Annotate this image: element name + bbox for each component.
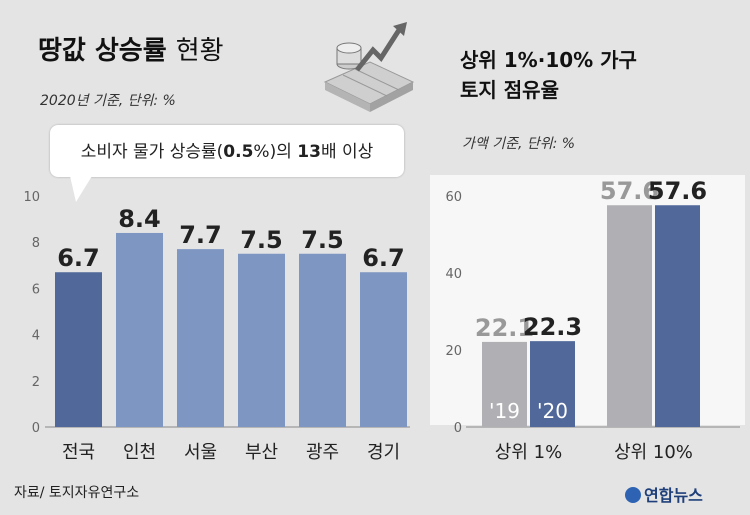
callout-text: 소비자 물가 상승률(0.5%)의 13배 이상: [80, 142, 374, 162]
x-tick-label: 상위 10%: [614, 442, 693, 463]
y-tick-label: 8: [32, 236, 40, 251]
y-tick-label: 60: [445, 190, 462, 205]
bar: [238, 253, 285, 427]
x-tick-label: 서울: [184, 442, 217, 463]
bar: [55, 272, 102, 427]
bar-value-label: 7.5: [240, 226, 283, 254]
yonhap-logo: 연합뉴스: [625, 482, 703, 506]
callout-box: 소비자 물가 상승률(0.5%)의 13배 이상: [50, 125, 404, 177]
left-title: 땅값 상승률 현황: [38, 36, 224, 66]
y-tick-label: 4: [32, 329, 40, 344]
bar-value-label: 6.7: [57, 244, 100, 272]
logo-mark-icon: [625, 487, 641, 503]
land-share-chart: 0 20 40 60 22.1 '19 22.3 '20 상위 1% 57.657.6 상위 10%: [445, 177, 740, 463]
callout-pointer: [70, 176, 92, 202]
bar-value-label: 8.4: [118, 205, 161, 233]
bar-value-label: 6.7: [362, 244, 405, 272]
x-tick-label: 광주: [306, 442, 339, 463]
bar: [116, 232, 163, 427]
source-note: 자료/ 토지자유연구소: [14, 485, 140, 501]
right-subtitle: 가액 기준, 단위: %: [462, 136, 576, 152]
bar: [360, 272, 407, 427]
bar-value-label: 22.1: [475, 314, 534, 342]
bar-value-label: 57.6: [600, 177, 659, 205]
x-tick-label: 상위 1%: [495, 442, 562, 463]
bar: [530, 341, 575, 427]
land-price-chart: 0 2 4 6 8 10 6.7 전국 8.4 인천 7.7 서울 7.5 부산 7.5 광주 6.7 경기: [23, 190, 410, 463]
y-tick-label: 6: [32, 282, 40, 297]
y-tick-label: 10: [23, 190, 40, 205]
bar: [482, 341, 527, 427]
x-tick-label: 인천: [123, 442, 156, 463]
y-tick-label: 0: [454, 421, 462, 436]
bar-value-label: 7.5: [301, 226, 344, 254]
x-tick-label: 경기: [367, 442, 400, 463]
year-label: '19: [489, 399, 520, 423]
y-tick-label: 40: [445, 267, 462, 282]
bar: [607, 205, 652, 427]
bar-value-label: 57.6: [648, 177, 707, 205]
left-subtitle: 2020년 기준, 단위: %: [40, 93, 176, 109]
bar: [299, 253, 346, 427]
land-growth-icon: [323, 22, 415, 112]
bar-value-label: 22.3: [523, 313, 582, 341]
bar: [177, 249, 224, 427]
right-title: 상위 1%·10% 가구 토지 점유율: [460, 48, 637, 102]
year-label: '20: [537, 399, 568, 423]
bar: [655, 205, 700, 427]
y-tick-label: 0: [32, 421, 40, 436]
x-tick-label: 부산: [245, 442, 278, 463]
y-tick-label: 20: [445, 344, 462, 359]
y-tick-label: 2: [32, 375, 40, 390]
bar-value-label: 7.7: [179, 221, 222, 249]
x-tick-label: 전국: [62, 442, 95, 463]
